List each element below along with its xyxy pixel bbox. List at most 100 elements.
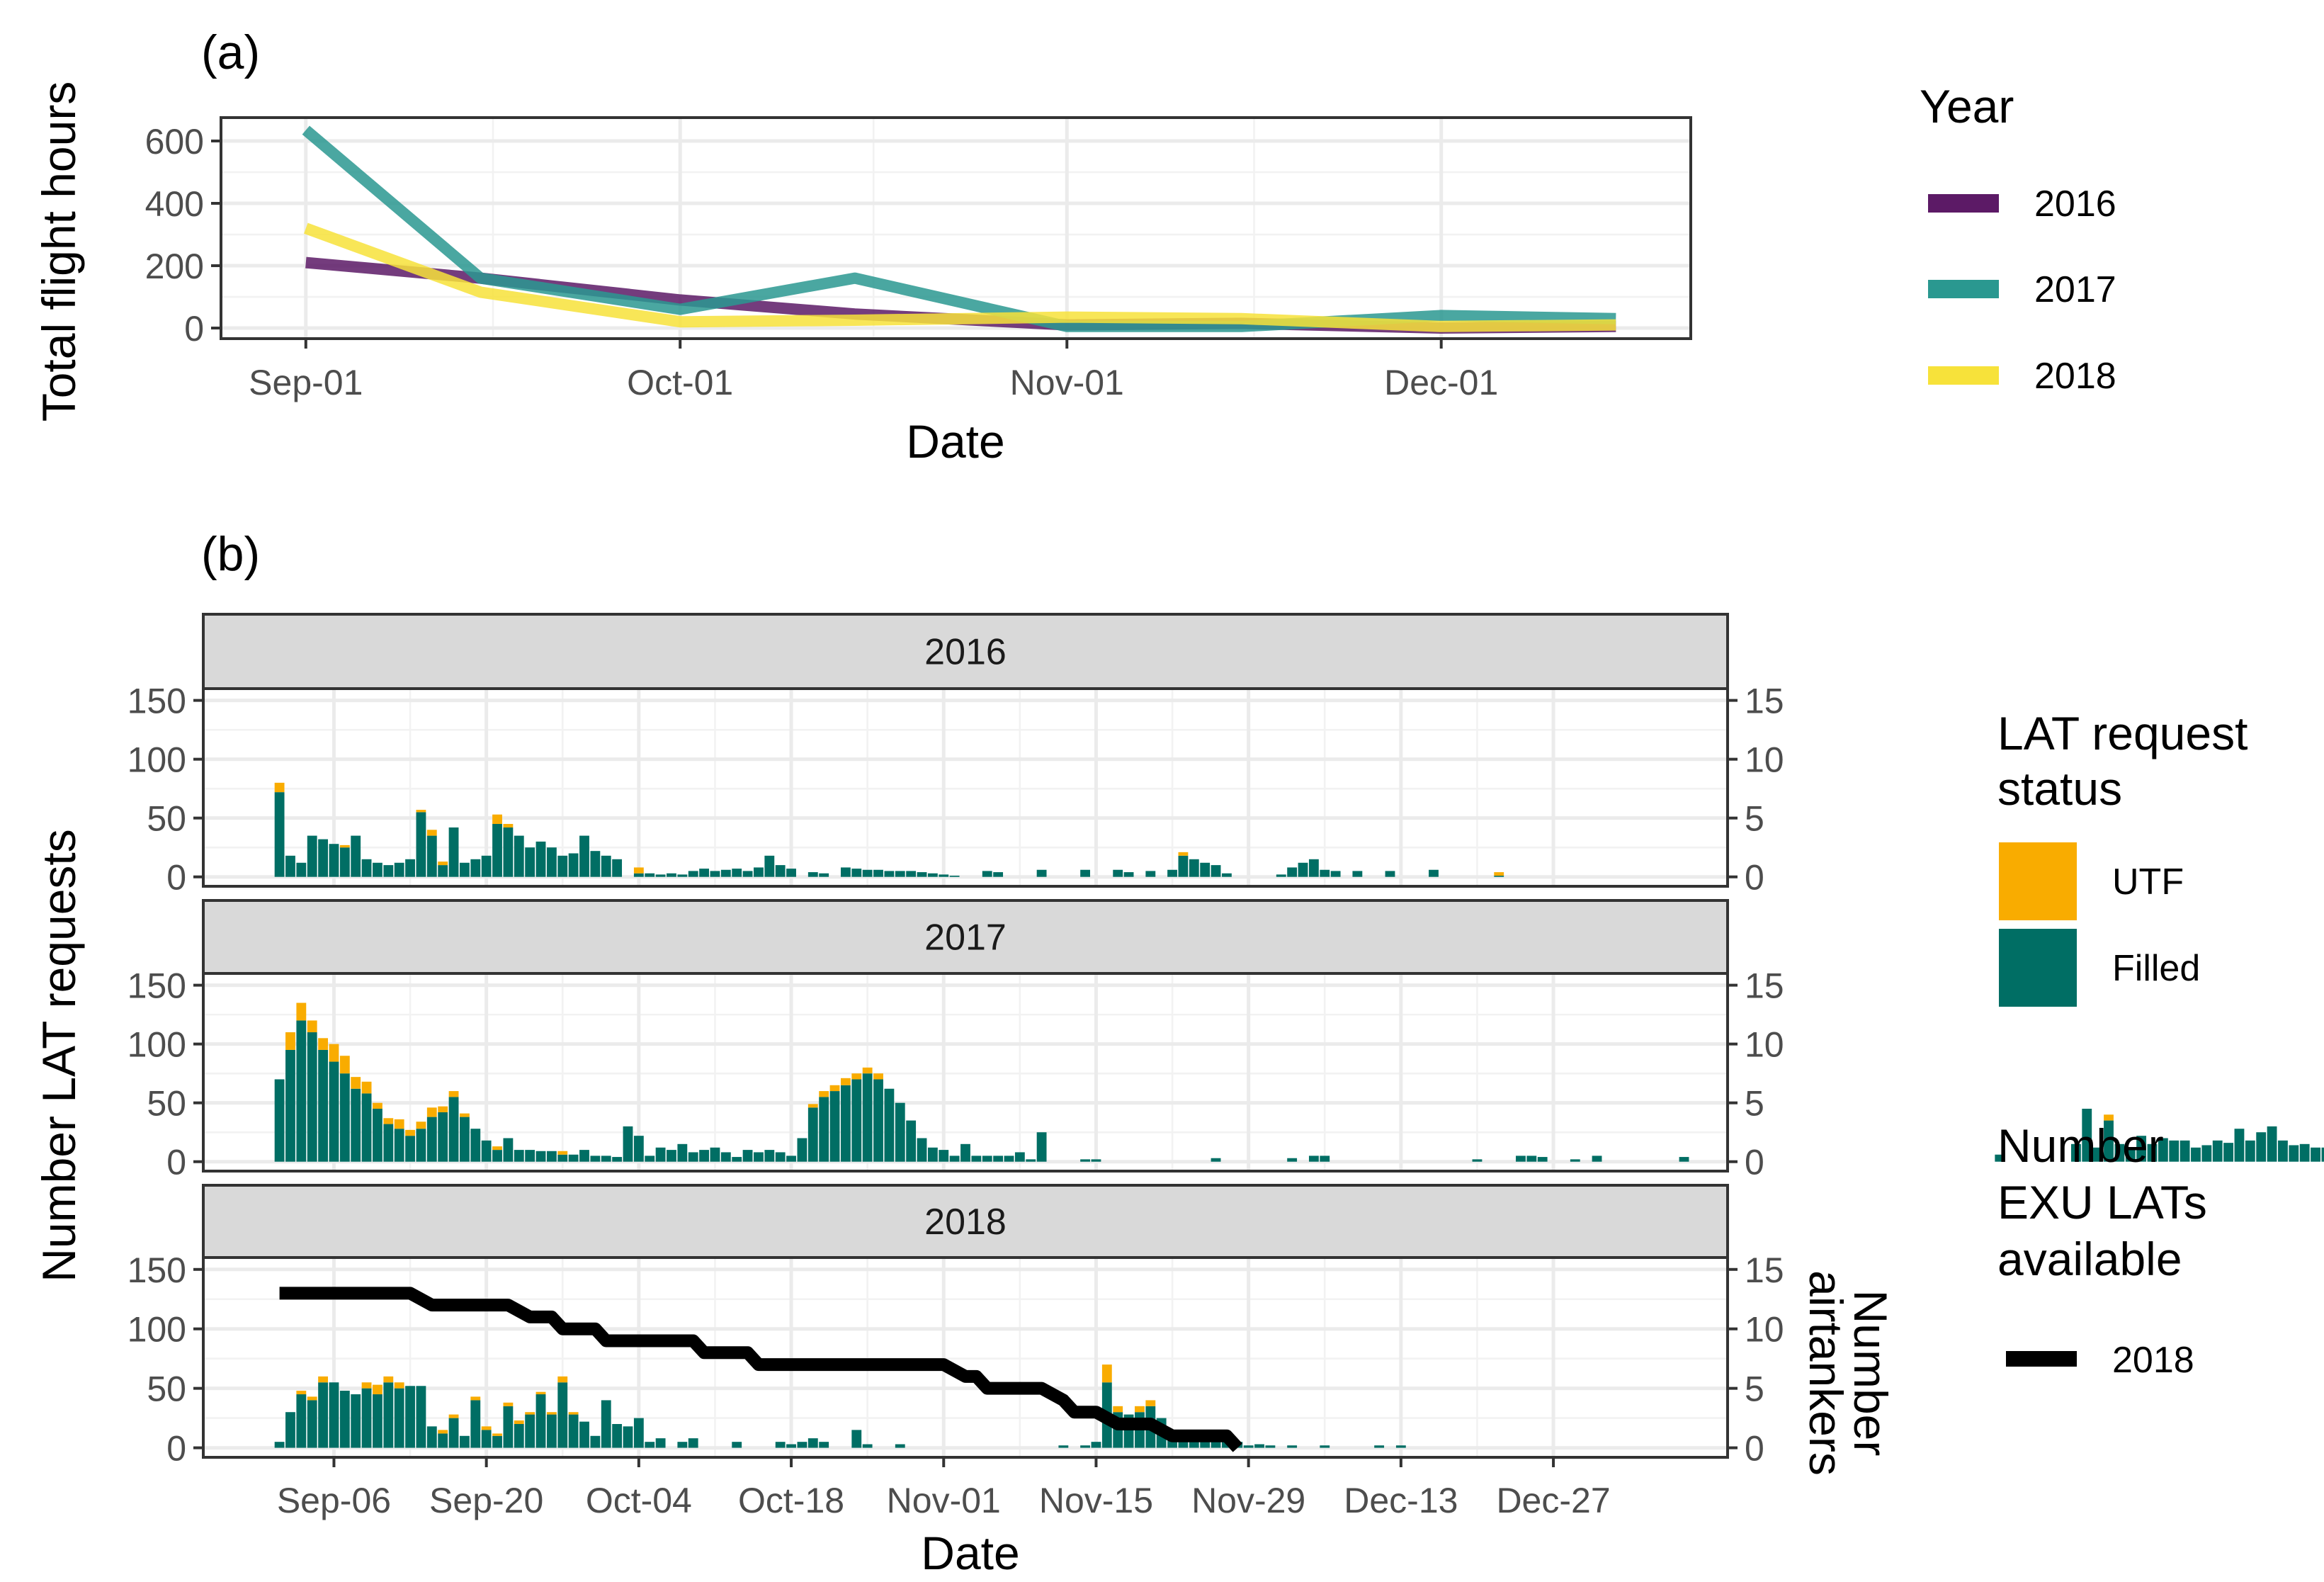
bar-filled — [1526, 1156, 1537, 1162]
bar-filled — [481, 855, 492, 877]
bar-filled — [895, 871, 905, 877]
bar-filled — [351, 1088, 361, 1162]
year-legend: Year 2016 2017 2018 — [1920, 80, 2116, 397]
bar-filled — [1145, 871, 1156, 877]
panel-b-x-axis: Sep-06 Sep-20 Oct-04 Oct-18 Nov-01 Nov-15 Nov-… — [277, 1457, 1611, 1520]
bar-filled — [394, 1129, 404, 1162]
bar-filled — [829, 1091, 840, 1162]
bar-filled — [819, 1097, 829, 1162]
facet-strip — [202, 1184, 1729, 1259]
y2-tick-label: 0 — [1745, 858, 1764, 898]
bar-filled — [590, 1156, 601, 1162]
bar-filled — [1080, 1159, 1091, 1162]
bar-filled — [2234, 1129, 2245, 1162]
bar-filled — [775, 865, 786, 877]
bar-filled — [2180, 1140, 2190, 1162]
y-tick-label: 600 — [145, 122, 204, 162]
bar-filled — [546, 1151, 557, 1162]
bar-filled — [2125, 1147, 2136, 1162]
bar-filled — [1178, 855, 1189, 877]
bar-filled — [786, 1444, 796, 1448]
bar-filled — [339, 847, 350, 877]
bar-filled — [2104, 1120, 2114, 1162]
bar-utf — [373, 1102, 382, 1109]
panel-b-y2-title-line2: airtankers — [1800, 1270, 1852, 1476]
bar-filled — [1472, 1159, 1483, 1162]
bar-filled — [329, 1382, 339, 1448]
bar-filled — [917, 1138, 927, 1162]
bar-filled — [329, 1061, 339, 1162]
facet-frame — [202, 687, 1729, 888]
bar-utf — [1145, 1400, 1156, 1406]
bar-filled — [623, 1126, 633, 1162]
bar-utf — [405, 1129, 415, 1136]
bar-filled — [470, 1129, 481, 1162]
bar-filled — [426, 835, 437, 877]
panel-b-x-title: Date — [921, 1527, 1019, 1579]
y-tick-label: 0 — [166, 858, 186, 898]
bar-filled — [699, 1150, 710, 1162]
bar-filled — [1167, 869, 1177, 877]
bar-filled — [579, 1421, 589, 1448]
bar-filled — [2092, 1147, 2103, 1162]
bar-filled — [503, 1138, 514, 1162]
x-tick-label: Nov-29 — [1191, 1481, 1305, 1520]
facet-frame — [202, 1256, 1729, 1459]
bar-filled — [1254, 1444, 1264, 1448]
bar-utf — [525, 1412, 535, 1415]
y-tick-label: 150 — [127, 1250, 186, 1290]
y-tick-label: 0 — [184, 309, 204, 349]
bar-filled — [557, 1382, 568, 1448]
bar-filled — [819, 1442, 829, 1448]
status-legend-title-line1: LAT request — [1997, 707, 2248, 759]
bar-filled — [318, 1382, 329, 1448]
bar-filled — [873, 869, 883, 877]
legend-label-utf: UTF — [2112, 861, 2184, 903]
series-line-2017 — [302, 125, 1616, 332]
bar-filled — [851, 1079, 862, 1162]
bar-filled — [514, 1150, 524, 1162]
bar-filled — [339, 1073, 350, 1162]
bar-filled — [481, 1430, 492, 1448]
bar-filled — [1036, 1132, 1047, 1162]
bar-filled — [1592, 1156, 1602, 1162]
y2-tick-label: 0 — [1745, 1143, 1764, 1182]
bar-filled — [939, 874, 949, 877]
bar-utf — [339, 1056, 350, 1074]
bar-utf — [492, 814, 502, 824]
exu-legend-title-line3: available — [1997, 1233, 2182, 1285]
x-tick-label: Nov-01 — [1010, 363, 1124, 402]
exu-legend-title-line1: Number — [1997, 1119, 2164, 1172]
bar-utf — [438, 861, 448, 866]
bar-utf — [862, 1067, 873, 1074]
panel-b: (b) 201605010015005101520170501001500510… — [33, 527, 2324, 1579]
bar-utf — [339, 844, 350, 848]
panel-a-x-title: Date — [906, 415, 1004, 468]
bar-filled — [318, 1049, 329, 1162]
bar-filled — [982, 1156, 992, 1162]
status-legend: LAT request status UTF Filled — [1997, 707, 2248, 1007]
bar-filled — [339, 1391, 350, 1448]
facet-strip-label: 2018 — [924, 1202, 1007, 1243]
bar-filled — [329, 844, 339, 877]
bar-filled — [786, 1156, 796, 1162]
bar-utf — [1101, 1365, 1112, 1383]
bar-filled — [1026, 1159, 1036, 1162]
bar-filled — [2114, 1143, 2125, 1162]
bar-filled — [688, 1438, 698, 1448]
bar-utf — [873, 1073, 883, 1080]
panel-a-frame — [220, 116, 1692, 340]
bar-filled — [1211, 1442, 1221, 1448]
y2-tick-label: 15 — [1745, 1250, 1784, 1290]
bar-filled — [296, 1020, 307, 1162]
bar-filled — [557, 1154, 568, 1162]
bar-filled — [2082, 1108, 2092, 1162]
bar-filled — [1014, 1152, 1025, 1162]
bar-utf — [383, 1376, 394, 1383]
bar-filled — [383, 865, 394, 877]
bar-filled — [732, 1157, 742, 1162]
y-tick-label: 400 — [145, 184, 204, 224]
bar-filled — [361, 1388, 372, 1448]
bar-utf — [481, 1426, 492, 1430]
bar-filled — [503, 827, 514, 877]
